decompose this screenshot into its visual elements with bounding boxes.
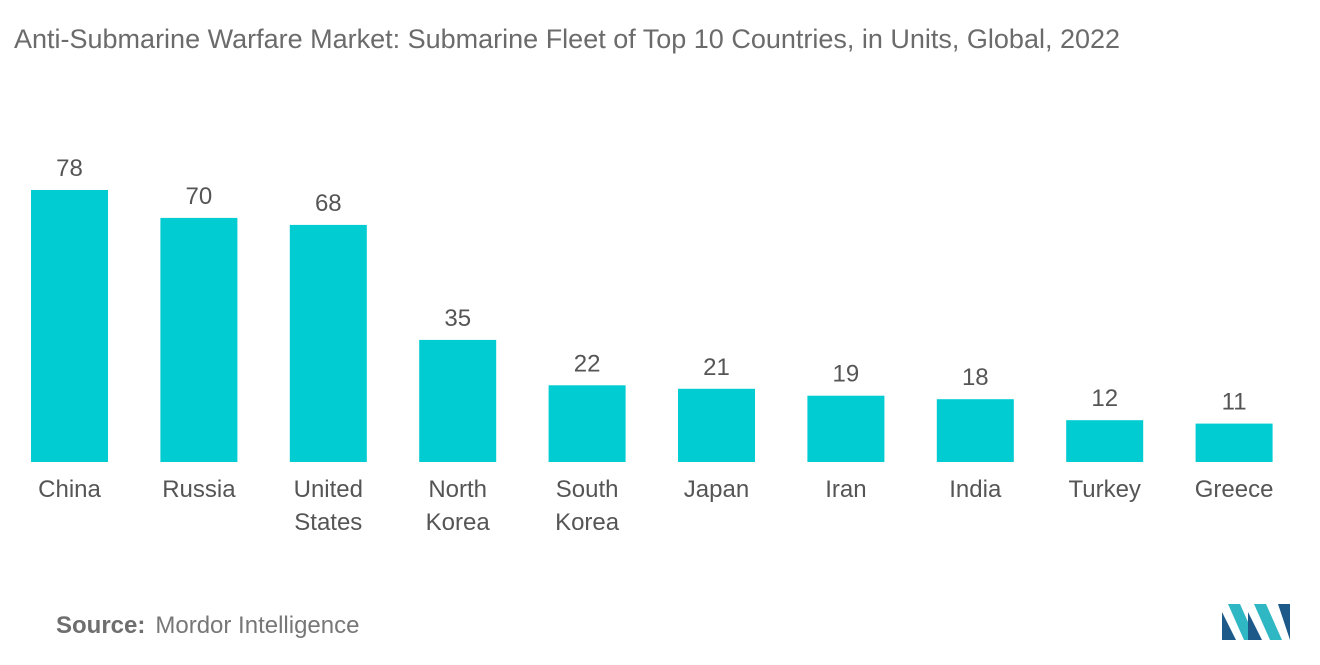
source-label: Source: [56,612,146,639]
data-label: 18 [962,364,989,391]
bar-turkey [1066,420,1144,462]
source-note: Source: Mordor Intelligence [56,612,359,640]
data-label: 21 [703,354,730,381]
bar-north-korea [419,339,497,462]
data-label: 35 [444,305,471,332]
bar-chart: 78 China 70 Russia 68 United States 35 North Kore… [31,155,1274,536]
category-label: India [949,476,1002,503]
category-label: Japan [684,476,749,503]
category-label: Turkey [1068,476,1140,503]
bar-china [31,190,108,462]
data-label: 19 [833,361,860,388]
chart-title: Anti-Submarine Warfare Market: Submarine… [14,24,1121,54]
bar-japan [678,388,755,462]
category-label: States [294,509,362,536]
bar-united-states [289,224,367,462]
bar-iran [807,395,885,462]
category-label: Greece [1195,476,1274,503]
data-label: 68 [315,190,342,217]
category-label: Korea [555,509,620,536]
category-label: North [428,476,487,503]
bar-south-korea [548,385,626,462]
category-label: Korea [426,509,491,536]
bar-greece [1195,423,1273,462]
category-label: Russia [162,476,236,503]
data-label: 11 [1222,389,1247,416]
category-label: China [38,476,101,503]
data-label: 70 [186,183,213,210]
data-label: 22 [574,350,601,377]
mordor-logo-icon [1222,604,1290,640]
data-label: 78 [56,155,83,182]
bar-russia [160,217,238,462]
category-label: South [556,476,619,503]
data-label: 12 [1091,385,1118,412]
source-text: Mordor Intelligence [155,612,360,639]
category-label: Iran [825,476,866,503]
bar-india [936,399,1014,462]
category-label: United [294,476,363,503]
